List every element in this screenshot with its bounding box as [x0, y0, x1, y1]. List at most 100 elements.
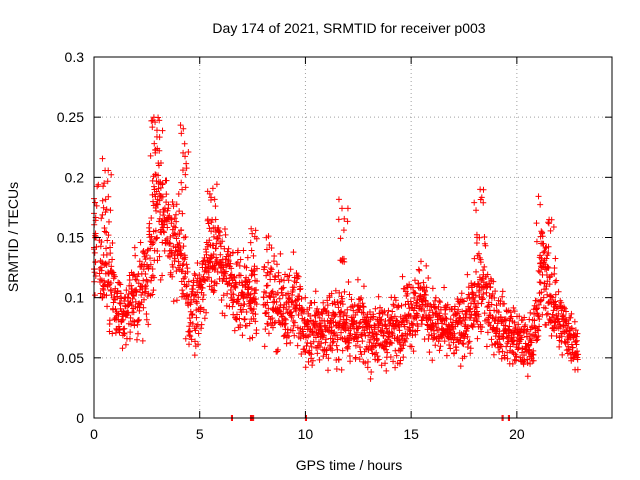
data-point	[538, 289, 545, 296]
y-tick-label: 0.3	[65, 49, 85, 65]
data-point	[240, 247, 247, 254]
data-point	[201, 254, 208, 261]
y-tick-label: 0	[76, 410, 84, 426]
data-point	[492, 288, 499, 295]
data-point	[170, 298, 177, 305]
data-point	[132, 276, 139, 283]
data-point	[163, 177, 170, 184]
data-point	[348, 296, 355, 303]
data-point	[278, 276, 285, 283]
data-point	[302, 294, 309, 301]
peak-point	[547, 227, 554, 234]
data-point	[360, 303, 367, 310]
data-point	[407, 312, 414, 319]
data-point	[521, 352, 528, 359]
data-point	[429, 357, 436, 364]
data-point	[130, 293, 137, 300]
data-point	[196, 271, 203, 278]
data-point	[293, 270, 300, 277]
peak-point	[474, 234, 481, 241]
data-point	[375, 293, 382, 300]
data-point	[148, 214, 155, 221]
data-point	[171, 230, 178, 237]
data-point	[187, 328, 194, 335]
data-point	[527, 309, 534, 316]
data-point	[383, 325, 390, 332]
data-point	[116, 326, 123, 333]
data-point	[151, 274, 158, 281]
peak-point	[149, 177, 156, 184]
data-point	[147, 245, 154, 252]
data-point	[385, 307, 392, 314]
data-point	[160, 212, 167, 219]
data-point	[265, 233, 272, 240]
data-point	[126, 276, 133, 283]
data-point	[241, 291, 248, 298]
data-point	[389, 332, 396, 339]
data-point	[401, 323, 408, 330]
data-point	[294, 297, 301, 304]
peak-point	[105, 167, 112, 174]
data-point	[335, 356, 342, 363]
data-point	[359, 300, 366, 307]
data-point	[163, 191, 170, 198]
data-point	[189, 311, 196, 318]
peak-point	[541, 259, 548, 266]
data-point	[206, 237, 213, 244]
data-point	[332, 287, 339, 294]
peak-point	[153, 171, 160, 178]
data-point	[347, 330, 354, 337]
data-point	[432, 294, 439, 301]
data-point	[429, 285, 436, 292]
data-point	[218, 297, 225, 304]
y-tick-label: 0.1	[65, 290, 85, 306]
data-point	[215, 227, 222, 234]
peak-point	[92, 199, 99, 206]
data-point	[103, 292, 110, 299]
chart-title: Day 174 of 2021, SRMTID for receiver p00…	[212, 20, 485, 36]
data-point	[334, 336, 341, 343]
data-point	[352, 342, 359, 349]
data-point	[436, 312, 443, 319]
peak-point	[152, 171, 159, 178]
data-point	[260, 294, 267, 301]
y-tick-label: 0.15	[57, 230, 84, 246]
data-point	[494, 317, 501, 324]
data-point	[507, 309, 514, 316]
data-point	[409, 320, 416, 327]
data-point	[184, 292, 191, 299]
data-point	[564, 350, 571, 357]
data-point	[265, 330, 272, 337]
data-point	[396, 335, 403, 342]
data-point	[558, 299, 565, 306]
data-point	[460, 298, 467, 305]
data-point	[194, 260, 201, 267]
data-point	[457, 363, 464, 370]
data-point	[175, 190, 182, 197]
data-point	[194, 275, 201, 282]
data-point	[171, 215, 178, 222]
data-point	[197, 304, 204, 311]
data-point	[236, 315, 243, 322]
data-point	[349, 321, 356, 328]
data-point	[471, 300, 478, 307]
data-point	[301, 346, 308, 353]
data-point	[188, 336, 195, 343]
data-point	[314, 331, 321, 338]
data-point	[238, 302, 245, 309]
data-point	[312, 288, 319, 295]
data-point	[245, 284, 252, 291]
data-point	[287, 309, 294, 316]
data-point	[360, 304, 367, 311]
data-point	[107, 280, 114, 287]
data-point	[529, 351, 536, 358]
data-point	[341, 288, 348, 295]
data-point	[347, 304, 354, 311]
data-point	[221, 225, 228, 232]
data-point	[495, 309, 502, 316]
data-point	[574, 356, 581, 363]
peak-point	[99, 197, 106, 204]
data-point	[415, 266, 422, 273]
data-point	[167, 240, 174, 247]
data-point	[148, 277, 155, 284]
